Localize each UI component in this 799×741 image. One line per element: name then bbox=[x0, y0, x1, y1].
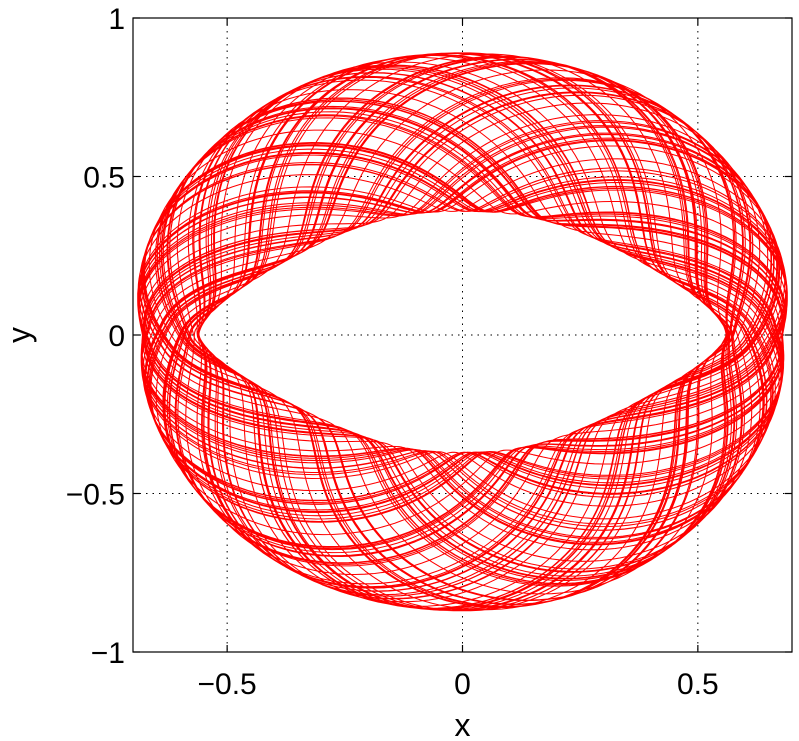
trajectory-line bbox=[137, 52, 788, 612]
y-tick-label: −0.5 bbox=[66, 479, 125, 512]
y-tick-label: −1 bbox=[91, 637, 125, 670]
y-tick-label: 0 bbox=[108, 320, 125, 353]
y-tick-label: 0.5 bbox=[83, 162, 125, 195]
data-series bbox=[137, 52, 788, 612]
x-axis-label: x bbox=[455, 707, 471, 741]
x-tick-label: −0.5 bbox=[198, 668, 257, 701]
y-axis-label: y bbox=[1, 327, 37, 343]
x-tick-label: 0.5 bbox=[677, 668, 719, 701]
ticks: −0.5 0 0.5 −1 −0.5 0 0.5 1 bbox=[66, 3, 792, 701]
x-tick-label: 0 bbox=[454, 668, 471, 701]
y-tick-label: 1 bbox=[108, 3, 125, 36]
